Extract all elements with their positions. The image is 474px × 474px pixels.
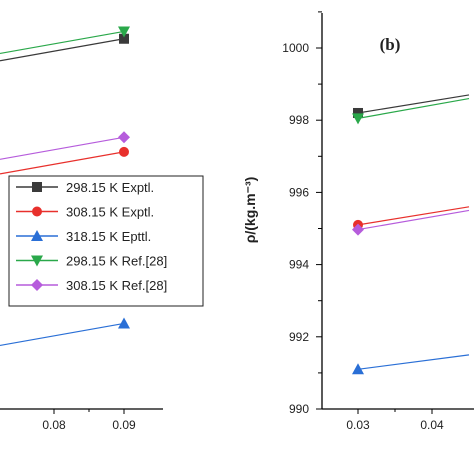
panel-b-y-axis-label: ρ/(kg.m⁻³) <box>242 177 258 244</box>
panel-b-y-ticks: 990 992 994 996 998 1000 <box>282 11 322 416</box>
series-line <box>357 97 470 119</box>
series <box>352 97 470 125</box>
data-point <box>352 363 364 375</box>
series <box>0 33 129 62</box>
panel-b-x-ticks: 0.03 0.04 <box>346 409 444 432</box>
series-line <box>0 38 125 62</box>
x-tick-label: 0.08 <box>42 418 66 432</box>
data-point <box>118 26 130 38</box>
series-line <box>357 354 470 370</box>
series-line <box>0 151 125 175</box>
panel-a-x-ticks: 0.08 0.09 <box>42 409 136 432</box>
legend-label: 308.15 K Exptl. <box>66 205 154 220</box>
legend-label: 298.15 K Ref.[28] <box>66 254 167 269</box>
series <box>0 131 130 160</box>
legend-marker <box>31 279 43 291</box>
data-point <box>352 113 364 125</box>
panel-b-label: (b) <box>380 35 401 54</box>
series <box>0 26 130 55</box>
series <box>353 94 470 118</box>
data-point <box>119 33 129 44</box>
legend-entry: 298.15 K Ref.[28] <box>16 254 167 269</box>
series-line <box>0 136 125 160</box>
x-tick-label: 0.09 <box>112 418 136 432</box>
series <box>0 146 129 175</box>
legend-marker <box>31 230 43 241</box>
panel-b-series <box>352 94 470 375</box>
legend-label: 298.15 K Exptl. <box>66 180 154 195</box>
legend: 298.15 K Exptl. 308.15 K Exptl. 318.15 K E… <box>8 175 204 307</box>
legend-entry: 308.15 K Ref.[28] <box>16 278 167 293</box>
data-point <box>118 317 130 329</box>
legend-label: 308.15 K Ref.[28] <box>66 278 167 293</box>
data-point <box>118 131 130 144</box>
y-tick-label: 998 <box>289 113 309 127</box>
y-tick-label: 994 <box>289 258 309 272</box>
legend-entry: 308.15 K Exptl. <box>16 205 154 220</box>
series-line <box>357 206 470 226</box>
data-point <box>119 146 129 157</box>
series-line <box>357 209 470 231</box>
panel-a: 0.08 0.09 298.15 K Exptl. 308.15 K Exptl. 3… <box>0 26 204 432</box>
legend-marker <box>32 182 42 192</box>
series-line <box>0 322 125 347</box>
legend-items: 298.15 K Exptl. 308.15 K Exptl. 318.15 K E… <box>16 180 167 293</box>
y-tick-label: 990 <box>289 402 309 416</box>
x-tick-label: 0.04 <box>420 418 444 432</box>
data-point <box>353 107 363 118</box>
series-line <box>357 94 470 114</box>
legend-entry: 298.15 K Exptl. <box>16 180 154 195</box>
legend-marker <box>32 206 42 217</box>
y-tick-label: 992 <box>289 330 309 344</box>
y-tick-label: 1000 <box>282 41 309 55</box>
x-tick-label: 0.03 <box>346 418 370 432</box>
legend-marker <box>31 255 43 267</box>
series-line <box>0 30 125 55</box>
panel-a-series <box>0 26 130 347</box>
series <box>352 354 470 375</box>
series <box>0 317 130 347</box>
legend-entry: 318.15 K Epttl. <box>16 229 151 244</box>
data-point <box>352 223 364 236</box>
series <box>352 209 470 236</box>
y-tick-label: 996 <box>289 185 309 199</box>
legend-label: 318.15 K Epttl. <box>66 229 151 244</box>
